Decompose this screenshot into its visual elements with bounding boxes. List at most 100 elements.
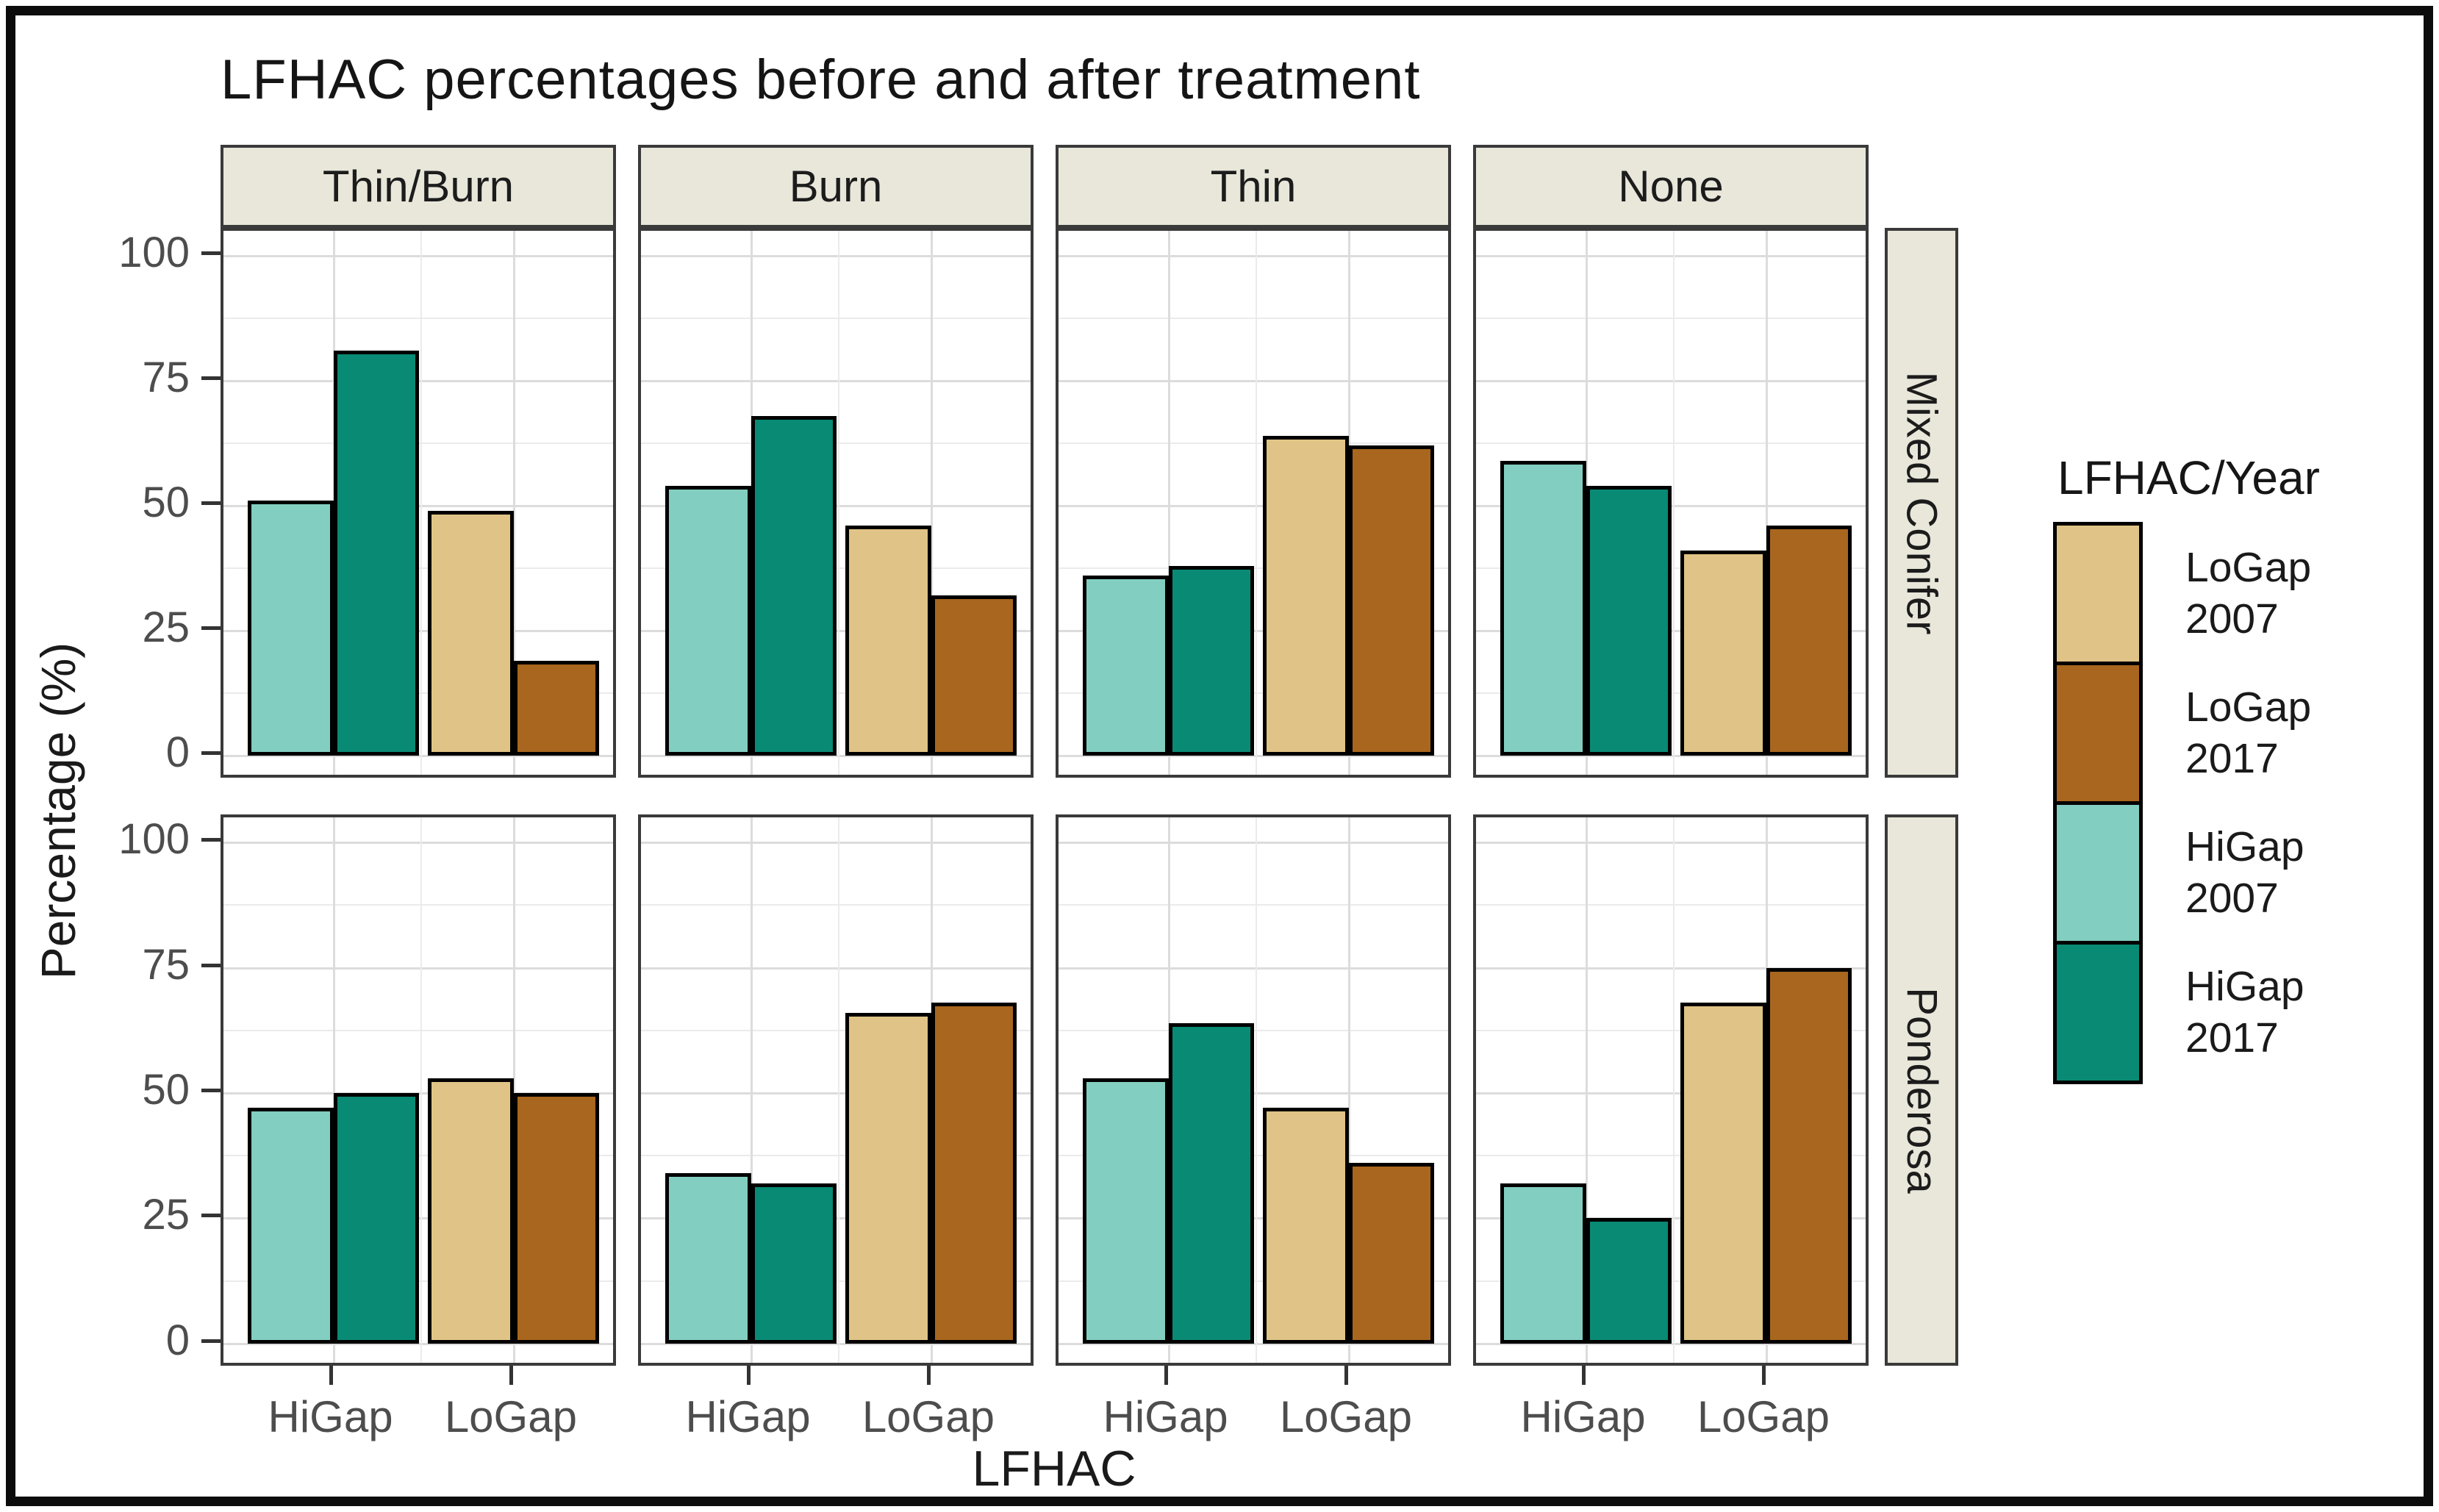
- y-axis-title: Percentage (%): [31, 642, 85, 980]
- legend-label-line: LoGap: [2185, 543, 2312, 591]
- gridline-minor: [641, 904, 1031, 906]
- gridline-major: [223, 1342, 613, 1345]
- gridline-major: [1476, 842, 1866, 845]
- gridline-vertical-major: [1585, 817, 1588, 1363]
- legend-label-logap-2007: LoGap 2007: [2185, 522, 2439, 665]
- facet-strip-label: None: [1618, 162, 1724, 211]
- facet-row-strip-label: Mixed Conifer: [1897, 371, 1946, 634]
- facet-row-strip-ponderosa: Ponderosa: [1885, 814, 1958, 1366]
- panel-burn-mixed-conifer: [638, 228, 1034, 778]
- legend-label-logap-2017: LoGap 2017: [2185, 662, 2439, 805]
- x-axis-tick-label: LoGap: [1279, 1392, 1412, 1441]
- panel-burn-ponderosa: [638, 814, 1034, 1366]
- gridline-vertical-minor: [420, 231, 422, 775]
- x-axis-tick-label: HiGap: [268, 1392, 393, 1441]
- y-axis-tick-label: 25: [142, 1191, 190, 1239]
- chart-title: LFHAC percentages before and after treat…: [221, 49, 1421, 111]
- legend-key-logap-2007: [2053, 522, 2143, 665]
- gridline-major: [1059, 505, 1448, 507]
- panel-thin-burn-mixed-conifer: [221, 228, 616, 778]
- gridline-minor: [1476, 904, 1866, 906]
- facet-strip-label: Thin/Burn: [322, 162, 515, 211]
- gridline-major: [641, 1092, 1031, 1094]
- gridline-vertical-minor: [420, 817, 422, 1363]
- y-axis-tick: [201, 626, 221, 630]
- x-axis-tick: [329, 1366, 333, 1385]
- bar-higap-2007-burn-ponderosa: [665, 1173, 751, 1344]
- bar-logap-2007-thin-ponderosa: [1263, 1108, 1349, 1344]
- facet-strip-label: Thin: [1210, 162, 1297, 211]
- x-axis-tick-label: HiGap: [1103, 1392, 1228, 1441]
- y-axis-tick-label: 100: [118, 229, 190, 276]
- bar-logap-2017-thin-burn-ponderosa: [513, 1093, 600, 1344]
- gridline-vertical-major: [1167, 231, 1170, 775]
- x-axis-tick-label: LoGap: [444, 1392, 577, 1441]
- plot-frame: LFHAC percentages before and after treat…: [6, 6, 2433, 1506]
- y-axis-tick-label: 50: [142, 479, 190, 526]
- bar-higap-2017-thin-burn-mixed-conifer: [333, 351, 420, 756]
- bar-logap-2017-thin-mixed-conifer: [1348, 445, 1435, 756]
- gridline-major: [223, 967, 613, 970]
- x-axis-tick: [926, 1366, 931, 1385]
- gridline-major: [1059, 755, 1448, 757]
- gridline-vertical-minor: [838, 817, 839, 1363]
- gridline-minor: [1059, 443, 1448, 444]
- bar-higap-2017-none-mixed-conifer: [1586, 485, 1672, 756]
- bar-higap-2017-thin-burn-ponderosa: [333, 1093, 420, 1344]
- y-axis-tick: [201, 1214, 221, 1218]
- bar-logap-2007-none-ponderosa: [1680, 1003, 1766, 1344]
- legend-key-higap-2007: [2053, 801, 2143, 945]
- y-axis-tick: [201, 1339, 221, 1343]
- gridline-minor: [641, 318, 1031, 319]
- gridline-vertical-major: [930, 231, 933, 775]
- x-axis-tick: [1344, 1366, 1348, 1385]
- gridline-major: [641, 755, 1031, 757]
- bar-logap-2007-thin-burn-mixed-conifer: [428, 510, 514, 756]
- gridline-vertical-major: [1347, 817, 1350, 1363]
- gridline-vertical-minor: [1256, 231, 1257, 775]
- gridline-major: [1059, 842, 1448, 845]
- gridline-major: [223, 755, 613, 757]
- facet-strip-thin-burn: Thin/Burn: [221, 145, 616, 228]
- panel-none-mixed-conifer: [1473, 228, 1869, 778]
- bar-logap-2017-thin-burn-mixed-conifer: [513, 660, 600, 756]
- y-axis-tick: [201, 1089, 221, 1092]
- gridline-major: [1476, 1342, 1866, 1345]
- bar-logap-2007-thin-burn-ponderosa: [428, 1078, 514, 1344]
- gridline-vertical-major: [750, 817, 753, 1363]
- bar-logap-2017-none-ponderosa: [1766, 967, 1852, 1344]
- legend-label-higap-2007: HiGap 2007: [2185, 801, 2439, 945]
- y-axis-tick-label: 75: [142, 354, 190, 401]
- gridline-major: [1059, 1342, 1448, 1345]
- x-axis-tick-label: LoGap: [1697, 1392, 1830, 1441]
- bar-higap-2007-thin-mixed-conifer: [1083, 576, 1169, 756]
- gridline-major: [1476, 1092, 1866, 1094]
- bar-logap-2007-none-mixed-conifer: [1680, 551, 1766, 756]
- gridline-vertical-major: [1765, 231, 1768, 775]
- facet-strip-none: None: [1473, 145, 1869, 228]
- gridline-minor: [641, 1155, 1031, 1157]
- facet-strip-burn: Burn: [638, 145, 1034, 228]
- bar-higap-2017-thin-ponderosa: [1168, 1022, 1255, 1344]
- bar-higap-2017-none-ponderosa: [1586, 1218, 1672, 1344]
- y-axis-tick-label: 25: [142, 603, 190, 651]
- facet-row-strip-mixed-conifer: Mixed Conifer: [1885, 228, 1958, 778]
- gridline-minor: [1059, 904, 1448, 906]
- legend-label-higap-2017: HiGap 2017: [2185, 941, 2439, 1084]
- y-axis-tick-label: 100: [118, 815, 190, 864]
- gridline-major: [1059, 967, 1448, 970]
- gridline-major: [1476, 380, 1866, 382]
- bar-logap-2017-burn-ponderosa: [931, 1003, 1017, 1344]
- gridline-vertical-minor: [1256, 817, 1257, 1363]
- legend-title: LFHAC/Year: [2057, 451, 2320, 504]
- gridline-major: [1059, 255, 1448, 257]
- bar-logap-2017-none-mixed-conifer: [1766, 526, 1852, 756]
- gridline-major: [223, 842, 613, 845]
- x-axis-title: LFHAC: [972, 1441, 1136, 1497]
- gridline-major: [641, 380, 1031, 382]
- gridline-vertical-minor: [1673, 231, 1675, 775]
- legend-label-line: HiGap: [2185, 823, 2304, 870]
- gridline-vertical-minor: [838, 231, 839, 775]
- x-axis-tick-label: HiGap: [685, 1392, 811, 1441]
